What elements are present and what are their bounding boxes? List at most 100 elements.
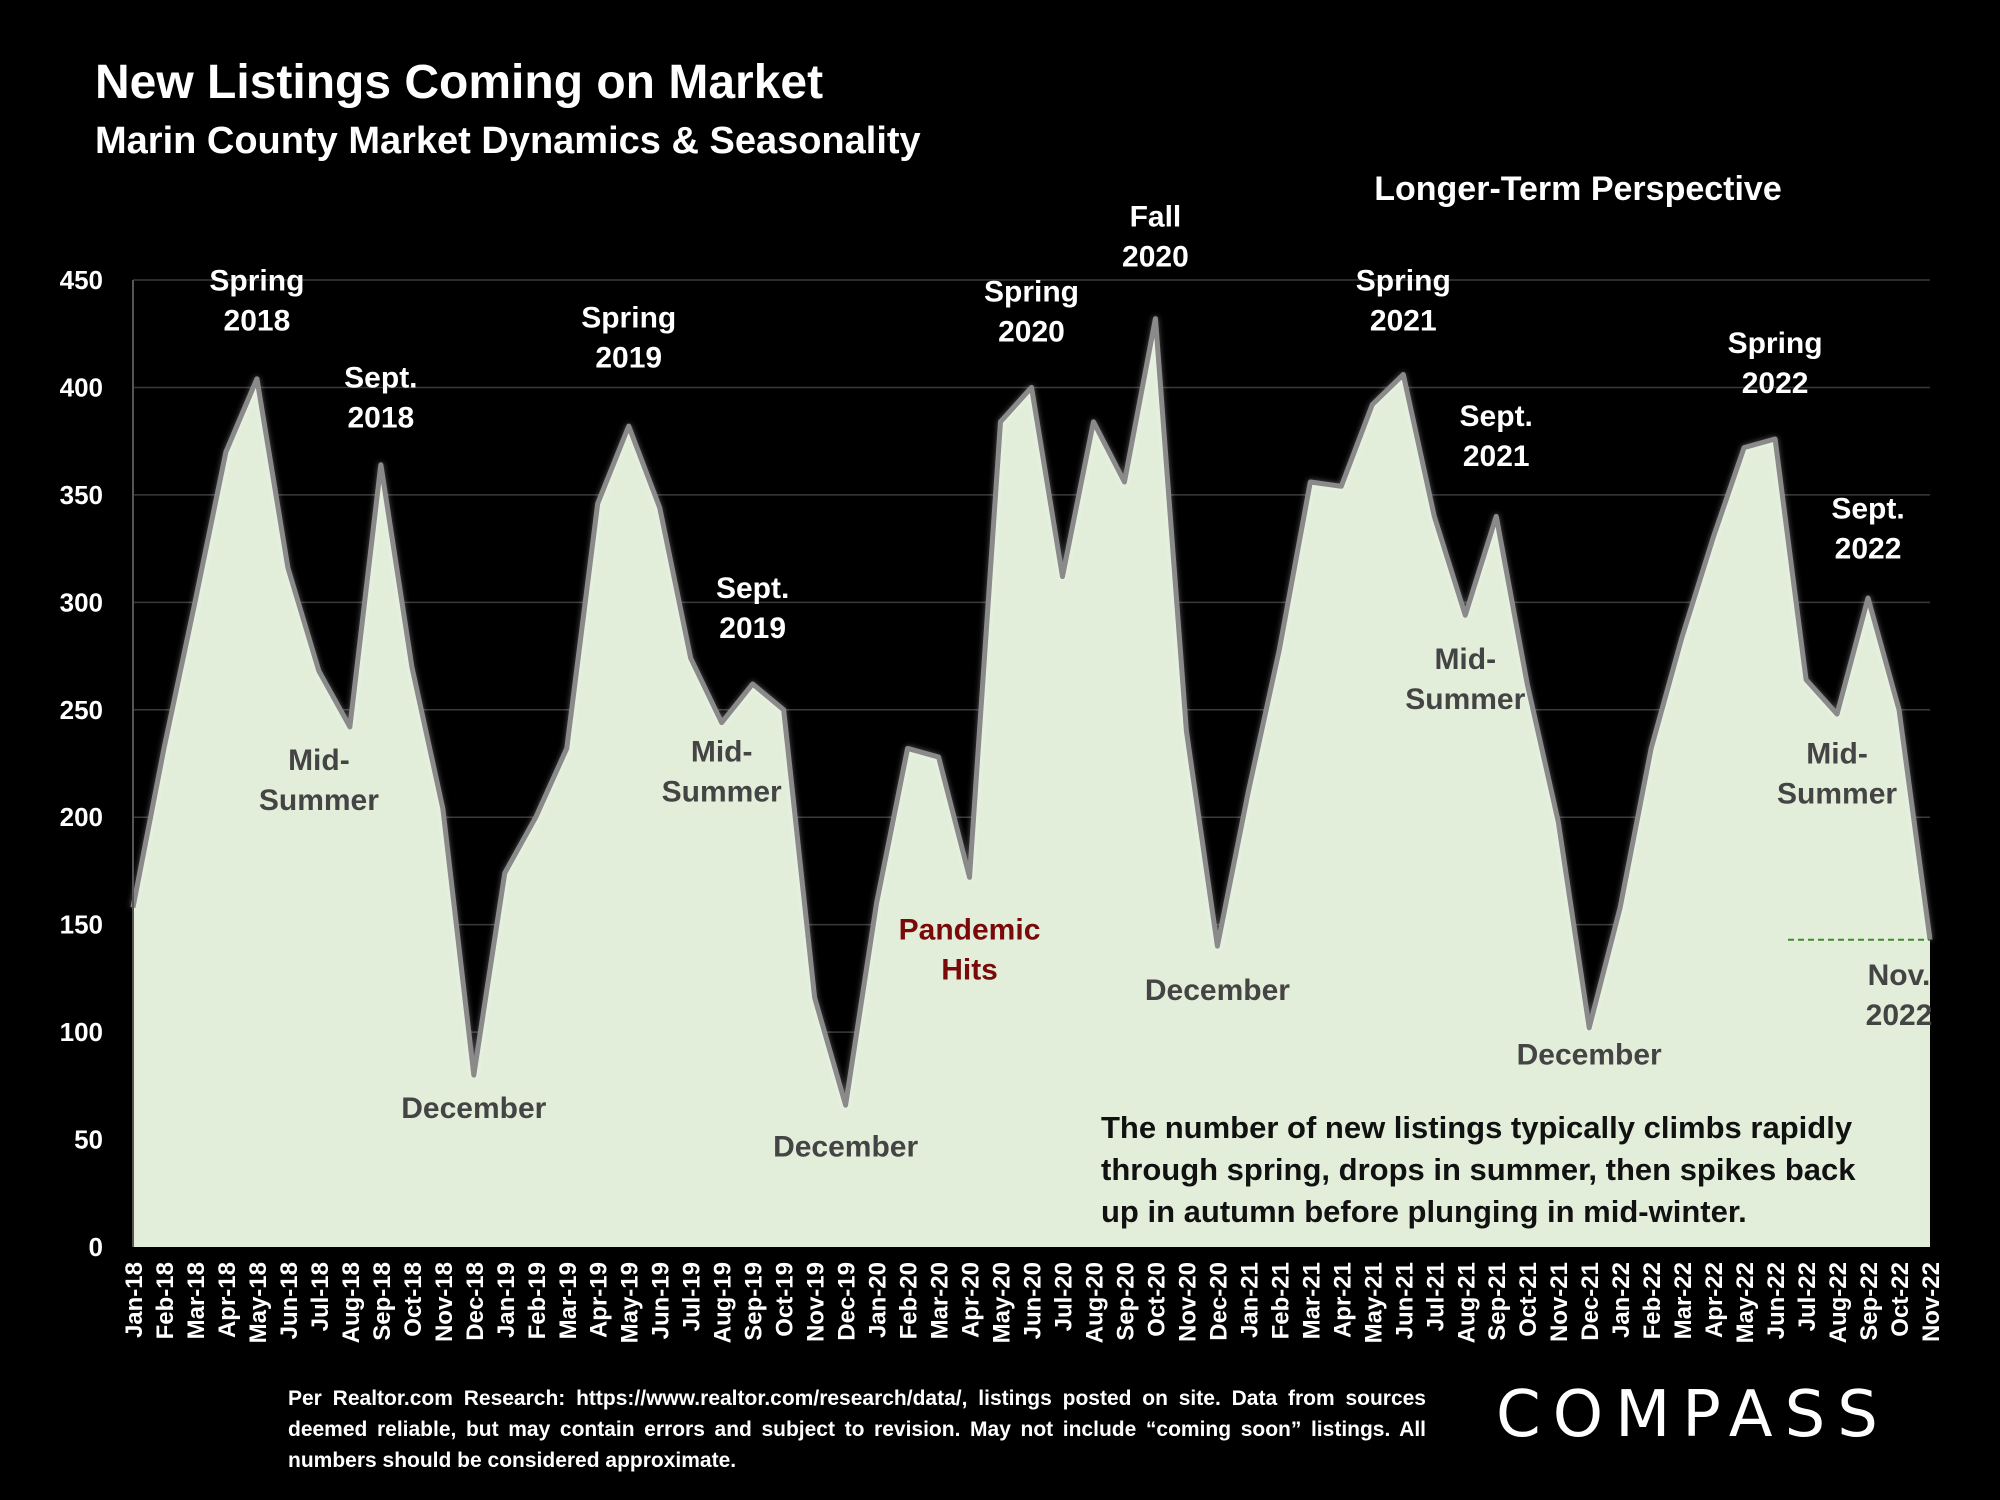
annotation-label: 2020 — [1122, 240, 1189, 273]
x-tick-labels: Jan-18 Feb-18 Mar-18 Apr-18 May-18 Jun-18 Jul-… — [121, 1262, 1945, 1343]
x-tick-label: May-20 — [989, 1262, 1016, 1343]
annotation-label: Sept. — [716, 572, 789, 605]
x-tick-label: Jan-20 — [865, 1262, 892, 1338]
annotation-label: Summer — [259, 784, 379, 817]
footer-note: Per Realtor.com Research: https://www.re… — [288, 1387, 1426, 1472]
y-tick-label: 100 — [60, 1017, 103, 1047]
annotation-label: 2022 — [1835, 533, 1902, 566]
x-tick-label: Apr-18 — [214, 1262, 241, 1338]
annotation-label: Spring — [1728, 327, 1823, 360]
annotation-label: 2019 — [595, 341, 662, 374]
note-line: The number of new listings typically cli… — [1101, 1110, 1853, 1145]
annotation-label: Mid- — [288, 744, 350, 777]
x-tick-label: Oct-22 — [1887, 1262, 1914, 1337]
note-line: up in autumn before plunging in mid-wint… — [1101, 1194, 1747, 1229]
x-tick-label: Apr-20 — [958, 1262, 985, 1338]
annotation-label: 2021 — [1463, 440, 1530, 473]
x-tick-label: Sep-20 — [1112, 1262, 1139, 1341]
x-tick-label: Jan-18 — [121, 1262, 148, 1338]
x-tick-label: Nov-19 — [803, 1262, 830, 1342]
annotation-label: Spring — [984, 275, 1079, 308]
annotation-label: 2021 — [1370, 305, 1437, 338]
annotation-label: December — [401, 1092, 546, 1125]
annotation-label: Pandemic — [899, 914, 1041, 947]
x-tick-label: Feb-18 — [152, 1262, 179, 1339]
annotations: Spring 2018 Sept. 2018 Mid- Summer December Spr… — [209, 200, 1932, 1163]
y-tick-label: 400 — [60, 372, 103, 402]
x-tick-label: May-22 — [1732, 1262, 1759, 1343]
annotation-label: Sept. — [1831, 493, 1904, 526]
x-tick-label: Jul-19 — [679, 1262, 706, 1331]
x-tick-label: Nov-18 — [431, 1262, 458, 1342]
x-tick-label: Jul-18 — [307, 1262, 334, 1331]
x-tick-label: Jan-22 — [1608, 1262, 1635, 1338]
x-tick-label: Sep-21 — [1484, 1262, 1511, 1341]
x-tick-label: Dec-21 — [1577, 1262, 1604, 1341]
x-tick-label: Jul-20 — [1050, 1262, 1077, 1331]
x-tick-label: Jun-20 — [1020, 1262, 1047, 1339]
x-tick-label: Sep-22 — [1856, 1262, 1883, 1341]
y-tick-label: 0 — [89, 1232, 103, 1262]
y-tick-label: 450 — [60, 265, 103, 295]
x-tick-label: Jul-22 — [1794, 1262, 1821, 1331]
annotation-label: Summer — [1777, 778, 1897, 811]
x-tick-label: Nov-20 — [1174, 1262, 1201, 1342]
annotation-label: Fall — [1130, 200, 1182, 233]
annotation-label: 2018 — [347, 401, 414, 434]
x-tick-label: Jun-18 — [276, 1262, 303, 1339]
annotation-label: Spring — [209, 265, 304, 298]
chart-title: New Listings Coming on Market — [95, 56, 824, 109]
x-tick-label: Mar-20 — [927, 1262, 954, 1339]
annotation-label: 2022 — [1742, 367, 1809, 400]
y-tick-label: 150 — [60, 910, 103, 940]
annotation-label: Sept. — [344, 361, 417, 394]
y-tick-label: 250 — [60, 695, 103, 725]
x-tick-label: Aug-22 — [1825, 1262, 1852, 1343]
y-tick-label: 350 — [60, 480, 103, 510]
annotation-label: 2018 — [224, 305, 291, 338]
x-tick-label: Jul-21 — [1422, 1262, 1449, 1331]
y-tick-label: 300 — [60, 587, 103, 617]
note-text: The number of new listings typically cli… — [1101, 1110, 1856, 1229]
x-tick-label: Oct-19 — [772, 1262, 799, 1337]
annotation-label: Summer — [662, 775, 782, 808]
annotation-label: 2022 — [1866, 999, 1933, 1032]
annotation-label: Summer — [1405, 683, 1525, 716]
annotation-label: Spring — [1356, 265, 1451, 298]
x-tick-label: Aug-20 — [1081, 1262, 1108, 1343]
x-tick-label: May-18 — [245, 1262, 272, 1343]
x-tick-label: Mar-22 — [1670, 1262, 1697, 1339]
x-tick-label: Apr-19 — [586, 1262, 613, 1338]
x-tick-label: Apr-22 — [1701, 1262, 1728, 1338]
perspective-label: Longer-Term Perspective — [1374, 170, 1782, 208]
x-tick-label: Aug-21 — [1453, 1262, 1480, 1343]
x-tick-label: Jan-19 — [493, 1262, 520, 1338]
x-tick-label: Aug-19 — [710, 1262, 737, 1343]
series-line — [130, 316, 1933, 1108]
y-tick-labels: 0 50 100 150 200 250 300 350 400 450 — [60, 265, 103, 1262]
annotation-label: Sept. — [1460, 400, 1533, 433]
x-tick-label: Feb-22 — [1639, 1262, 1666, 1339]
x-tick-label: Mar-18 — [183, 1262, 210, 1339]
x-tick-label: Sep-18 — [369, 1262, 396, 1341]
y-tick-label: 200 — [60, 802, 103, 832]
x-tick-label: Oct-20 — [1143, 1262, 1170, 1337]
annotation-label: Mid- — [1434, 643, 1496, 676]
annotation-label: 2019 — [719, 612, 786, 645]
y-tick-label: 50 — [74, 1125, 103, 1155]
x-tick-label: Jun-22 — [1763, 1262, 1790, 1339]
x-tick-label: Feb-21 — [1267, 1262, 1294, 1339]
annotation-label: 2020 — [998, 315, 1065, 348]
annotation-label: Mid- — [1806, 738, 1868, 771]
x-tick-label: Oct-18 — [400, 1262, 427, 1337]
x-tick-label: Sep-19 — [741, 1262, 768, 1341]
x-tick-label: Jan-21 — [1236, 1262, 1263, 1338]
x-tick-label: Apr-21 — [1329, 1262, 1356, 1338]
x-tick-label: Jun-19 — [648, 1262, 675, 1339]
annotation-label: Mid- — [691, 735, 753, 768]
x-tick-label: Nov-21 — [1546, 1262, 1573, 1342]
x-tick-label: Oct-21 — [1515, 1262, 1542, 1337]
x-tick-label: Mar-19 — [555, 1262, 582, 1339]
x-tick-label: Dec-18 — [462, 1262, 489, 1341]
